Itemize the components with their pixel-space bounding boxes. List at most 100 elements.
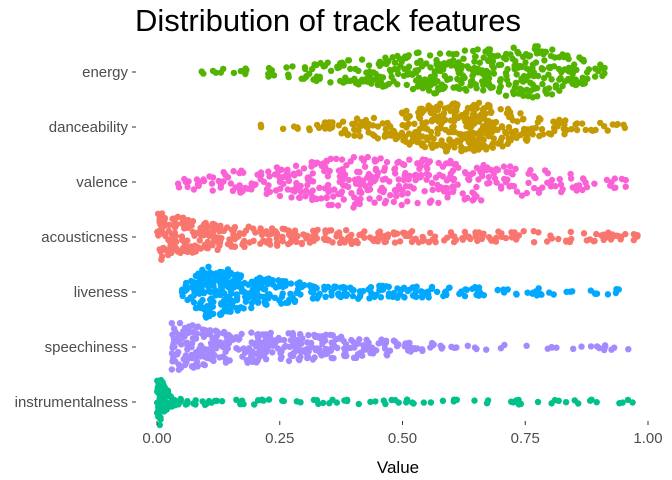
data-point [334,344,341,352]
data-point [464,105,472,112]
data-point [393,193,400,200]
data-point [608,179,615,186]
data-point [156,215,163,223]
data-point [154,388,161,395]
data-point [209,174,217,181]
data-point [317,335,324,342]
data-point [262,277,269,284]
data-point [279,238,286,245]
data-point [515,50,522,57]
data-point [228,290,235,297]
data-point [451,128,459,136]
data-point [493,165,500,173]
data-point [567,228,574,236]
data-point [372,398,379,405]
data-point [210,310,217,317]
data-point [317,59,324,67]
data-point [198,68,205,75]
data-point [441,237,448,244]
data-point [459,236,467,243]
data-point [511,230,519,238]
data-point [581,80,588,87]
data-point [417,173,424,181]
data-point [422,83,429,90]
data-point [379,120,386,127]
data-point [557,181,565,188]
data-point [556,176,563,183]
data-point [230,69,238,77]
data-point [398,109,406,116]
data-point [563,288,570,295]
data-point [469,197,476,204]
data-point [268,225,276,232]
y-tick-label-liveness: liveness [74,284,128,301]
data-point [383,283,390,290]
data-point [391,239,399,246]
data-point [541,167,549,174]
data-point [433,288,441,295]
data-point [472,53,479,60]
data-point [549,46,556,53]
data-point [567,175,575,182]
data-point [425,102,432,109]
data-point [575,182,583,189]
data-point [321,283,328,290]
data-point [284,186,291,193]
data-point [431,90,438,97]
data-point [454,181,461,188]
data-point [280,397,287,405]
data-point [219,269,226,277]
data-point [600,123,608,130]
data-point [241,243,248,250]
data-point [217,184,224,191]
data-point [451,111,458,119]
data-point [179,216,187,224]
data-point [398,191,406,198]
data-point [438,345,445,352]
data-point [236,335,243,342]
data-point [538,291,545,298]
data-point [522,136,529,143]
data-point [403,124,410,131]
data-point [502,234,510,242]
data-point [203,276,210,284]
data-point [483,126,490,133]
data-point [530,69,538,76]
data-point [328,227,335,234]
data-point [457,131,464,138]
data-point [407,344,415,351]
data-point [427,399,435,406]
data-point [494,126,501,133]
data-point [502,69,510,77]
data-point [216,242,223,249]
data-point [220,330,227,337]
data-point [358,155,365,162]
data-point [525,179,532,187]
data-point [504,140,511,147]
data-point [330,355,337,362]
data-point [479,166,487,173]
data-point [435,199,442,207]
data-point [327,67,335,75]
data-point [478,197,485,204]
data-point [200,177,208,185]
data-point [338,156,346,163]
data-point [500,163,508,170]
data-point [264,231,272,238]
data-point [525,170,532,177]
data-point [429,186,436,193]
data-point [322,293,329,300]
data-point [341,352,348,360]
data-point [166,221,173,229]
data-point [469,111,477,118]
data-point [412,235,419,242]
data-point [195,270,202,277]
data-point [281,225,289,233]
data-point [423,176,430,183]
data-point [374,123,382,130]
data-point [277,355,284,363]
data-point [334,202,342,209]
data-point [534,93,541,100]
data-point [367,398,374,406]
